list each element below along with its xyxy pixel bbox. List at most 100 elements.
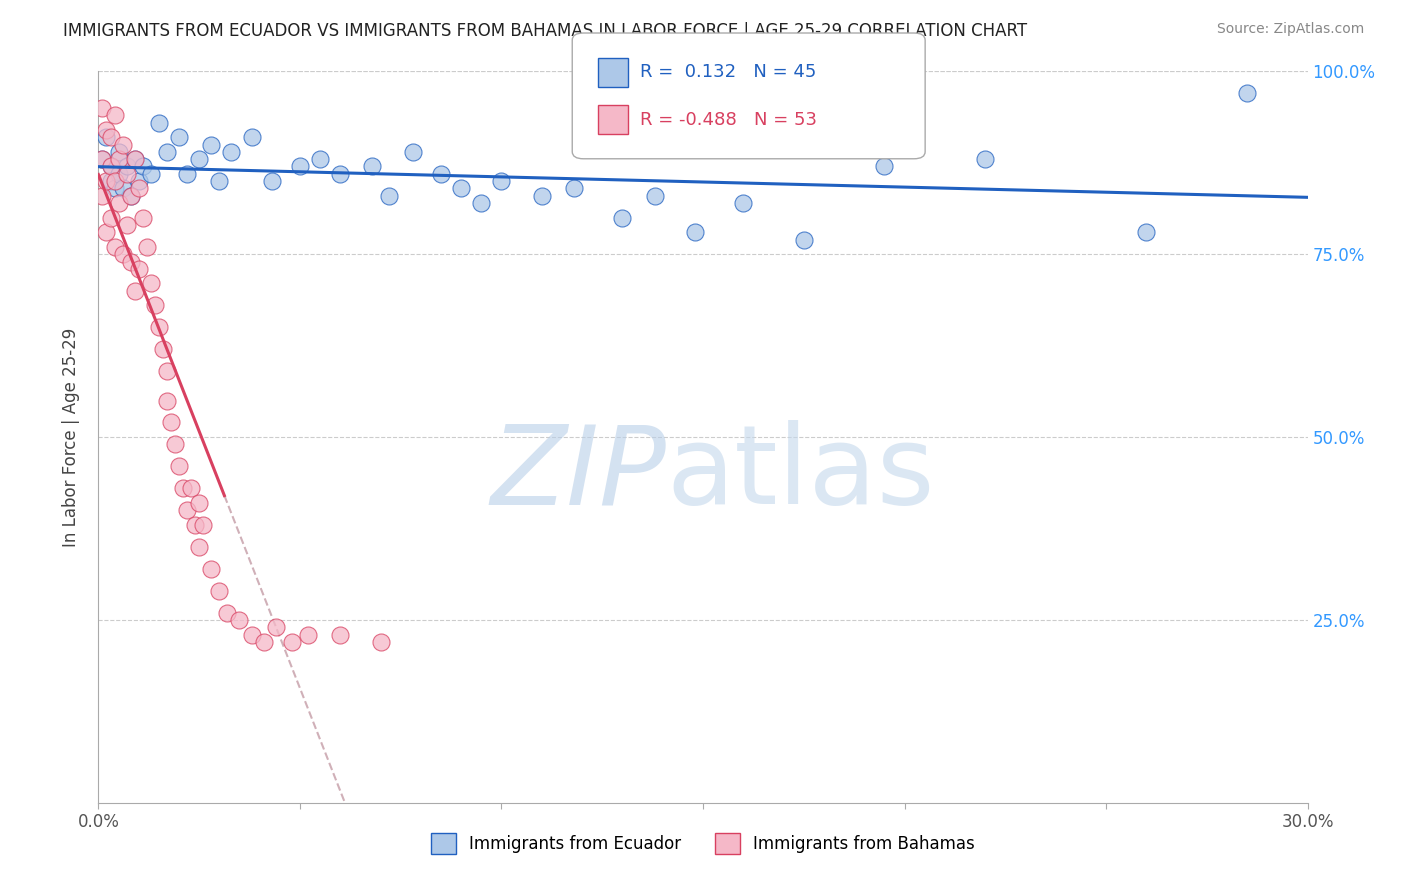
Point xyxy=(103,181,125,195)
Point xyxy=(120,254,142,268)
Point xyxy=(491,174,513,188)
Point xyxy=(683,225,706,239)
Point xyxy=(200,562,222,576)
Point xyxy=(91,101,114,115)
Point xyxy=(107,196,129,211)
Point xyxy=(793,233,815,247)
Point xyxy=(402,145,425,159)
Point xyxy=(188,152,211,166)
Point xyxy=(370,635,392,649)
Point xyxy=(156,393,179,408)
Point xyxy=(450,181,472,195)
Point xyxy=(100,174,122,188)
Point xyxy=(361,160,384,174)
Point xyxy=(139,277,162,291)
Point xyxy=(103,108,125,122)
Point xyxy=(167,459,190,474)
Point xyxy=(107,167,129,181)
Point xyxy=(733,196,755,211)
Point xyxy=(124,284,146,298)
Point xyxy=(281,635,304,649)
Point xyxy=(430,167,453,181)
Point xyxy=(111,181,134,195)
Point xyxy=(115,218,138,232)
Point xyxy=(111,137,134,152)
Legend: Immigrants from Ecuador, Immigrants from Bahamas: Immigrants from Ecuador, Immigrants from… xyxy=(425,827,981,860)
Point xyxy=(188,540,211,554)
Point xyxy=(873,160,896,174)
Point xyxy=(309,152,332,166)
Point xyxy=(103,174,125,188)
Point xyxy=(200,137,222,152)
Point xyxy=(297,627,319,641)
Text: R = -0.488   N = 53: R = -0.488 N = 53 xyxy=(640,111,817,128)
Point xyxy=(100,160,122,174)
Point xyxy=(91,152,114,166)
Point xyxy=(470,196,492,211)
Point xyxy=(1236,87,1258,101)
Point xyxy=(128,181,150,195)
Point xyxy=(100,130,122,145)
Text: Source: ZipAtlas.com: Source: ZipAtlas.com xyxy=(1216,22,1364,37)
Point xyxy=(530,188,553,202)
Point xyxy=(240,627,263,641)
Point xyxy=(111,247,134,261)
Point xyxy=(176,503,198,517)
Point xyxy=(974,152,997,166)
Text: R =  0.132   N = 45: R = 0.132 N = 45 xyxy=(640,63,815,81)
Point xyxy=(612,211,634,225)
Point xyxy=(562,181,585,195)
Point xyxy=(180,481,202,495)
Point xyxy=(139,167,162,181)
Point xyxy=(96,123,118,137)
Point xyxy=(103,240,125,254)
Point xyxy=(128,261,150,276)
Point xyxy=(264,620,287,634)
Point xyxy=(115,160,138,174)
Point xyxy=(644,188,666,202)
Point xyxy=(377,188,399,202)
Point xyxy=(217,606,239,620)
Point xyxy=(172,481,194,495)
Point xyxy=(100,160,122,174)
Point xyxy=(167,130,190,145)
Point xyxy=(193,517,215,532)
Point xyxy=(148,115,170,129)
Point xyxy=(132,211,155,225)
Point xyxy=(156,145,179,159)
Point xyxy=(100,211,122,225)
Point xyxy=(176,167,198,181)
Point xyxy=(240,130,263,145)
Y-axis label: In Labor Force | Age 25-29: In Labor Force | Age 25-29 xyxy=(62,327,80,547)
Point xyxy=(156,364,179,378)
Point xyxy=(163,437,186,451)
Point xyxy=(260,174,283,188)
Point xyxy=(128,174,150,188)
Point xyxy=(124,152,146,166)
Point xyxy=(120,188,142,202)
Point xyxy=(221,145,243,159)
Point xyxy=(288,160,311,174)
Point xyxy=(96,174,118,188)
Point xyxy=(115,167,138,181)
Point xyxy=(96,130,118,145)
Text: atlas: atlas xyxy=(666,420,935,527)
Point xyxy=(228,613,250,627)
Point xyxy=(96,225,118,239)
Point xyxy=(91,152,114,166)
Point xyxy=(160,416,183,430)
Point xyxy=(152,343,174,357)
Point xyxy=(329,627,352,641)
Point xyxy=(148,320,170,334)
Point xyxy=(107,152,129,166)
Point xyxy=(120,188,142,202)
Point xyxy=(91,188,114,202)
Point xyxy=(124,152,146,166)
Point xyxy=(132,160,155,174)
Point xyxy=(208,174,231,188)
Point xyxy=(107,145,129,159)
Point xyxy=(208,583,231,598)
Point xyxy=(329,167,352,181)
Point xyxy=(143,298,166,312)
Point xyxy=(1135,225,1157,239)
